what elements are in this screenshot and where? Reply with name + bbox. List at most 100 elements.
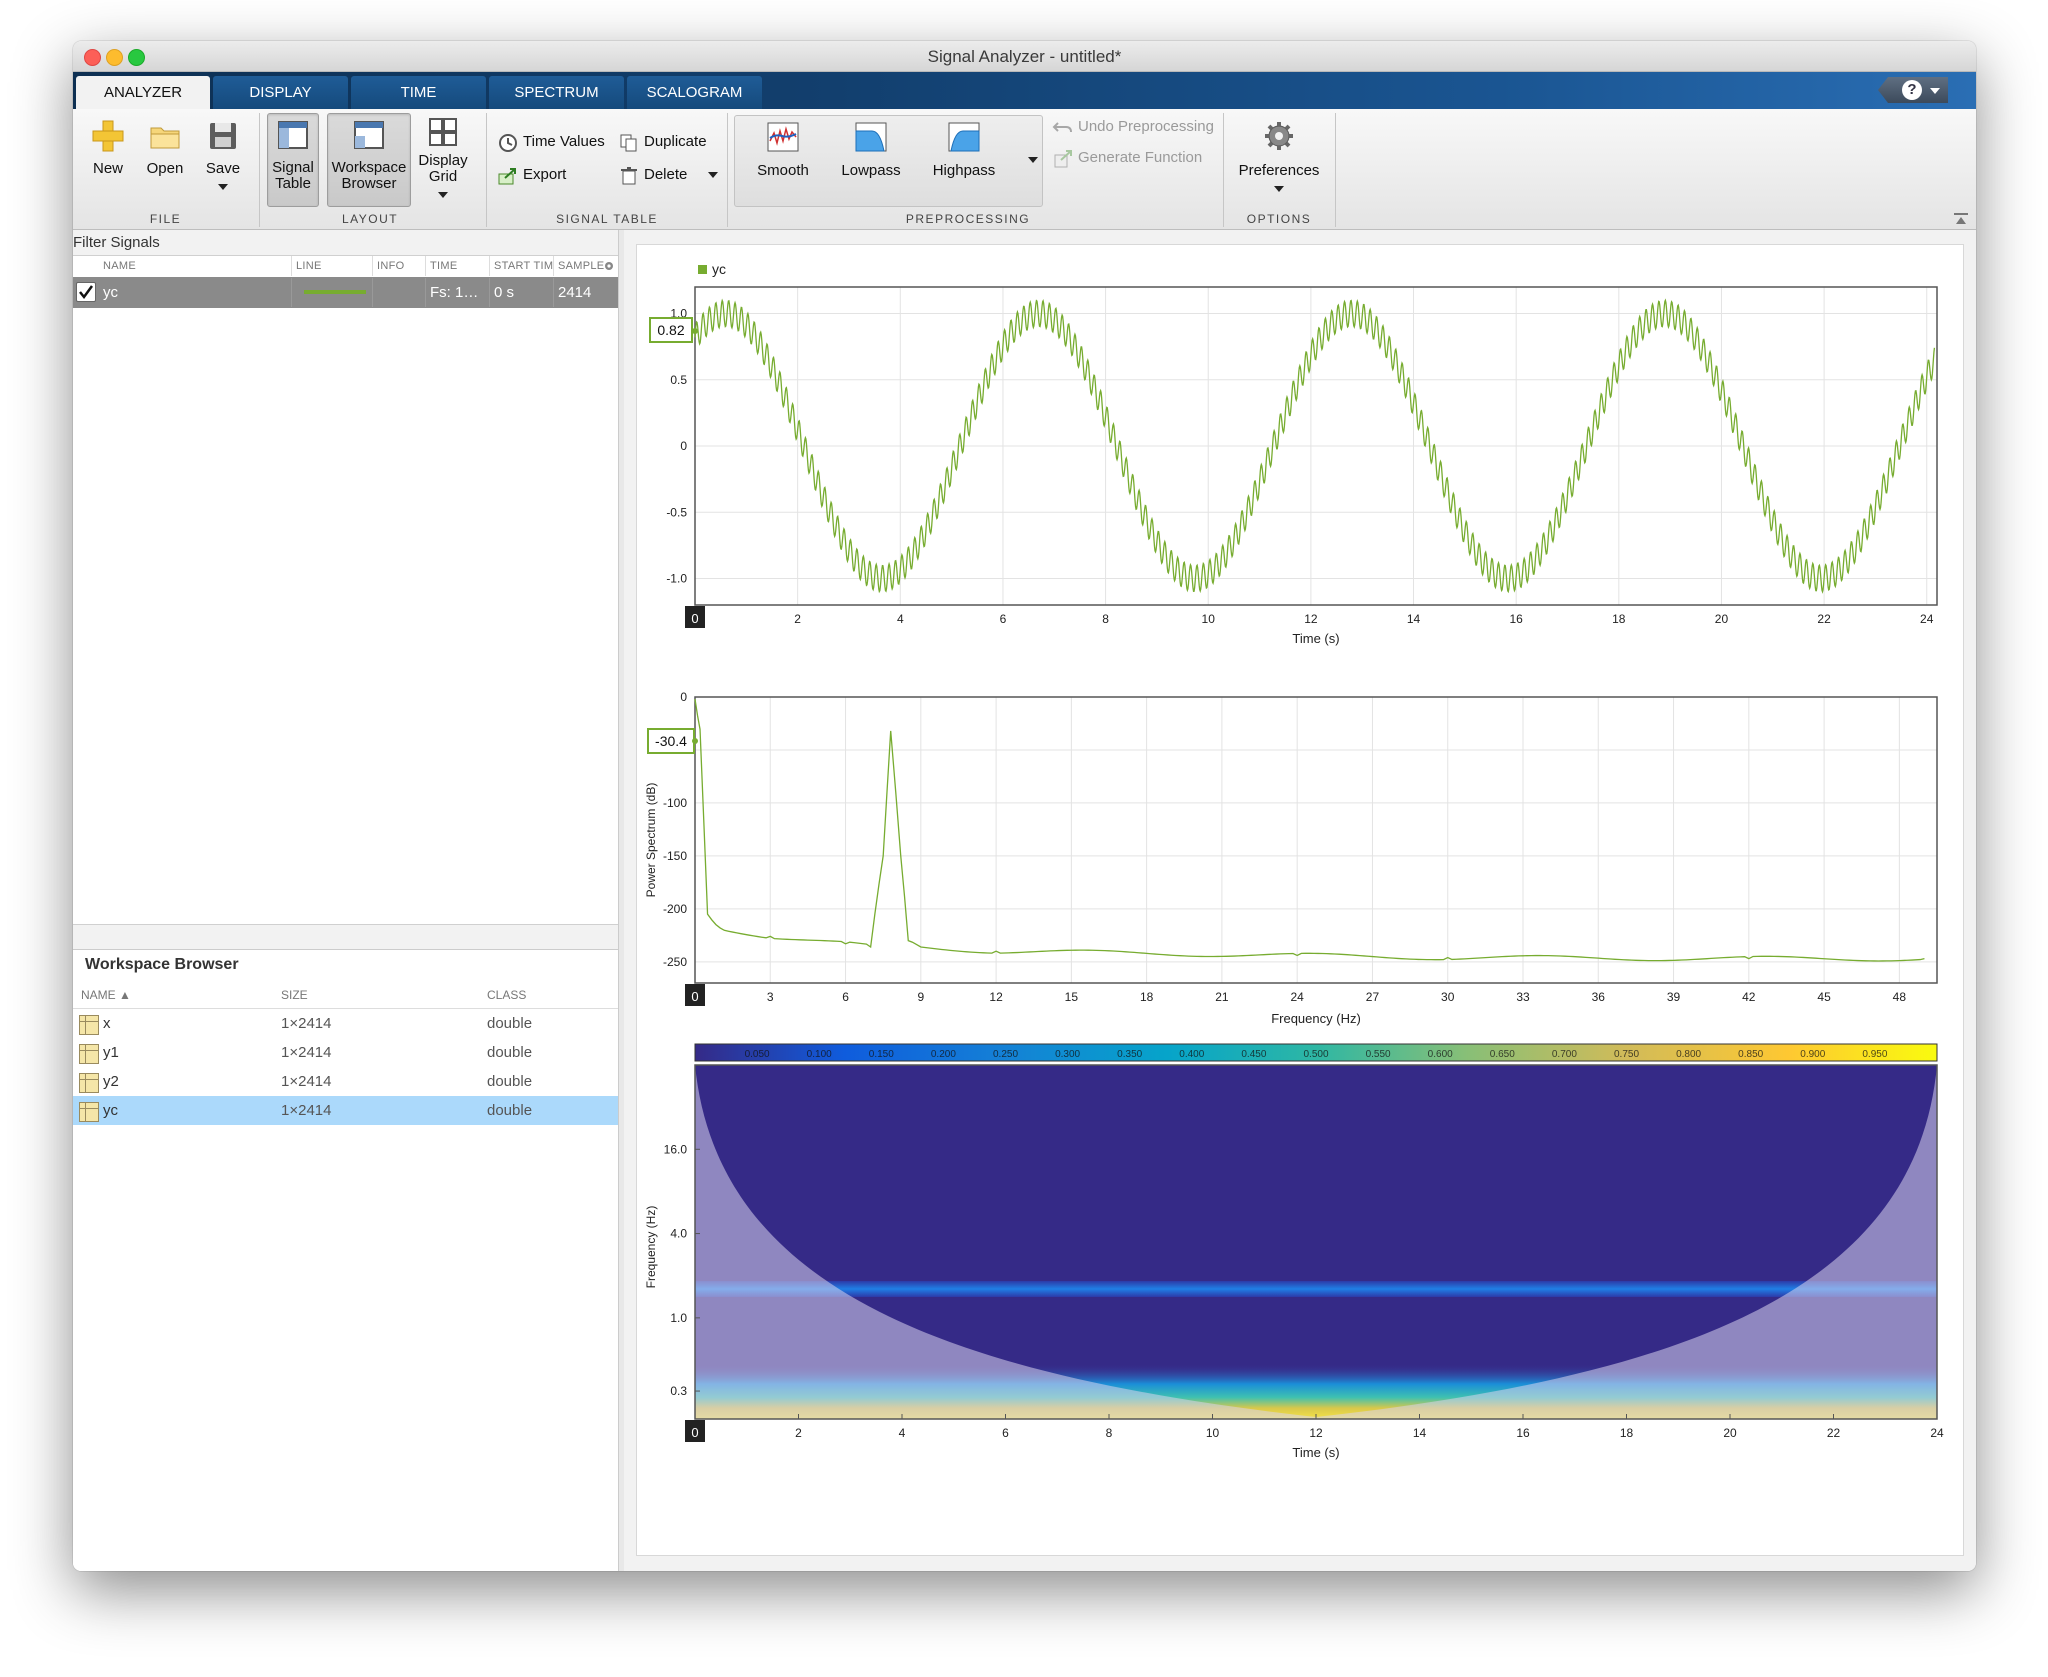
tab-analyzer[interactable]: ANALYZER: [76, 76, 210, 109]
x-tick-label: 42: [1742, 990, 1756, 1004]
x-tick-label: 14: [1413, 1426, 1427, 1440]
clock-icon: [499, 134, 517, 152]
signal-checkbox[interactable]: [76, 282, 96, 302]
minimize-window-button[interactable]: [106, 49, 123, 66]
x-tick-label: 20: [1715, 612, 1729, 626]
column-header-class[interactable]: CLASS: [487, 988, 527, 1002]
time-cursor-value-box[interactable]: [649, 317, 693, 343]
table-settings-gear-icon[interactable]: [603, 260, 615, 272]
scalogram-cursor-x-box[interactable]: [685, 1420, 705, 1442]
legend-label[interactable]: yc: [712, 261, 726, 277]
colorbar-tick-label: 0.600: [1428, 1049, 1453, 1060]
duplicate-button[interactable]: Duplicate: [618, 131, 718, 153]
help-button[interactable]: ?: [1878, 77, 1948, 103]
column-header-time[interactable]: TIME: [426, 256, 490, 276]
x-tick-label: 2: [794, 612, 801, 626]
title-bar: Signal Analyzer - untitled*: [73, 41, 1976, 72]
preferences-button[interactable]: Preferences: [1229, 121, 1329, 196]
time-cursor-marker[interactable]: [692, 328, 698, 334]
x-tick-label: 24: [1291, 990, 1305, 1004]
column-header-line[interactable]: LINE: [292, 256, 373, 276]
export-button[interactable]: Export: [497, 164, 587, 186]
tab-scalogram[interactable]: SCALOGRAM: [627, 76, 762, 109]
x-tick-label: 9: [917, 990, 924, 1004]
plot-panel: yc 1.0 0.5 0 -0.5 -1.0 2 4 6 8 10 12 14 16 18 20 22 24 …: [624, 230, 1976, 1571]
signal-table-toggle[interactable]: Signal Table: [267, 113, 319, 207]
colorbar-tick-label: 0.100: [807, 1049, 832, 1060]
scalogram-y-ticks: 16.0 4.0 1.0 0.3: [664, 1142, 700, 1398]
list-item[interactable]: x 1×2414 double: [73, 1009, 618, 1038]
open-button[interactable]: Open: [137, 119, 193, 177]
y-tick-label: 1.0: [670, 1311, 687, 1325]
column-header-name[interactable]: NAME ▲: [81, 988, 131, 1002]
save-button[interactable]: Save: [195, 119, 251, 194]
list-item[interactable]: yc 1×2414 double: [73, 1096, 618, 1125]
x-tick-label: 12: [1304, 612, 1318, 626]
export-icon: [498, 168, 516, 185]
x-tick-label: 18: [1620, 1426, 1634, 1440]
x-tick-label: 18: [1140, 990, 1154, 1004]
column-header-samples[interactable]: SAMPLE: [558, 260, 605, 272]
undo-preprocessing-button[interactable]: Undo Preprocessing: [1052, 116, 1222, 138]
ribbon-toolstrip: New Open Save FILE Signal Table Workspace…: [73, 109, 1976, 230]
x-tick-label: 14: [1407, 612, 1421, 626]
cone-of-influence: [695, 1065, 1937, 1419]
signal-time-cell[interactable]: Fs: 1…: [426, 278, 490, 307]
column-header-name[interactable]: NAME: [99, 256, 292, 276]
tab-display[interactable]: DISPLAY: [213, 76, 348, 109]
workspace-browser-toggle[interactable]: Workspace Browser: [327, 113, 411, 207]
spectrum-cursor-marker[interactable]: [692, 738, 698, 744]
spectrum-plot[interactable]: 0-50-100-150-200-250 3691215182124273033…: [644, 690, 1938, 1026]
column-header-size[interactable]: SIZE: [281, 988, 308, 1002]
time-cursor-x-box[interactable]: [685, 606, 705, 628]
list-item[interactable]: y2 1×2414 double: [73, 1067, 618, 1096]
smooth-button[interactable]: Smooth: [743, 121, 823, 179]
group-divider: [1335, 113, 1336, 227]
generate-function-button[interactable]: Generate Function: [1052, 147, 1222, 169]
generate-function-icon: [1054, 150, 1072, 168]
spectrum-plot-ylabel: Power Spectrum (dB): [644, 783, 658, 898]
tab-spectrum[interactable]: SPECTRUM: [489, 76, 624, 109]
workspace-browser-title: Workspace Browser: [85, 956, 239, 973]
layout-panel-icon: [278, 121, 308, 149]
lowpass-button[interactable]: Lowpass: [831, 121, 911, 179]
tab-time[interactable]: TIME: [351, 76, 486, 109]
scalogram-plot[interactable]: 0.050 0.100 0.150 0.200 0.250 0.300 0.350 0.400…: [644, 1043, 1944, 1460]
column-header-start-time[interactable]: START TIM: [490, 256, 554, 276]
signal-start-time-cell[interactable]: 0 s: [490, 278, 554, 307]
spectrum-cursor-value-box[interactable]: [647, 728, 695, 754]
x-tick-label: 20: [1723, 1426, 1737, 1440]
close-window-button[interactable]: [84, 49, 101, 66]
time-cursor-value: 0.82: [657, 322, 684, 338]
display-grid-button[interactable]: Display Grid: [415, 117, 471, 202]
colorbar-tick-label: 0.200: [931, 1049, 956, 1060]
list-item[interactable]: y1 1×2414 double: [73, 1038, 618, 1067]
colorbar-tick-label: 0.500: [1303, 1049, 1328, 1060]
plots-svg[interactable]: yc 1.00.50-0.5-1.0 2 4 6 8 10 12 14 16 18 20 22 24 …: [637, 245, 1963, 1555]
highpass-button[interactable]: Highpass: [919, 121, 1009, 179]
x-tick-label: 24: [1930, 1426, 1944, 1440]
x-tick-label: 22: [1827, 1426, 1841, 1440]
signal-line-cell[interactable]: [292, 278, 373, 307]
x-tick-label: 18: [1612, 612, 1626, 626]
collapse-ribbon-icon[interactable]: [1954, 213, 1968, 225]
filter-signals-label[interactable]: Filter Signals: [73, 234, 160, 251]
signal-name-cell[interactable]: yc: [99, 278, 292, 307]
time-values-button[interactable]: Time Values: [497, 131, 617, 153]
column-header-info[interactable]: INFO: [373, 256, 426, 276]
chevron-down-icon: [218, 184, 228, 190]
gallery-expand-button[interactable]: [1023, 115, 1043, 205]
x-tick-label: 30: [1441, 990, 1455, 1004]
time-plot[interactable]: 1.00.50-0.5-1.0 2 4 6 8 10 12 14 16 18 20 22 24 Tim…: [649, 286, 1938, 646]
zoom-window-button[interactable]: [128, 49, 145, 66]
colorbar-tick-label: 0.650: [1490, 1049, 1515, 1060]
delete-button[interactable]: Delete: [618, 164, 718, 186]
spectrum-plot-xlabel: Frequency (Hz): [1271, 1011, 1361, 1026]
variable-icon: [79, 1073, 99, 1093]
new-button[interactable]: New: [77, 119, 139, 177]
trash-icon: [621, 167, 637, 185]
spectrum-cursor-x-label: 0: [691, 989, 698, 1004]
table-row[interactable]: [73, 277, 618, 308]
workspace-browser: Workspace Browser NAME ▲ SIZE CLASS x 1×…: [73, 949, 618, 1571]
spectrum-cursor-x-box[interactable]: [685, 984, 705, 1006]
